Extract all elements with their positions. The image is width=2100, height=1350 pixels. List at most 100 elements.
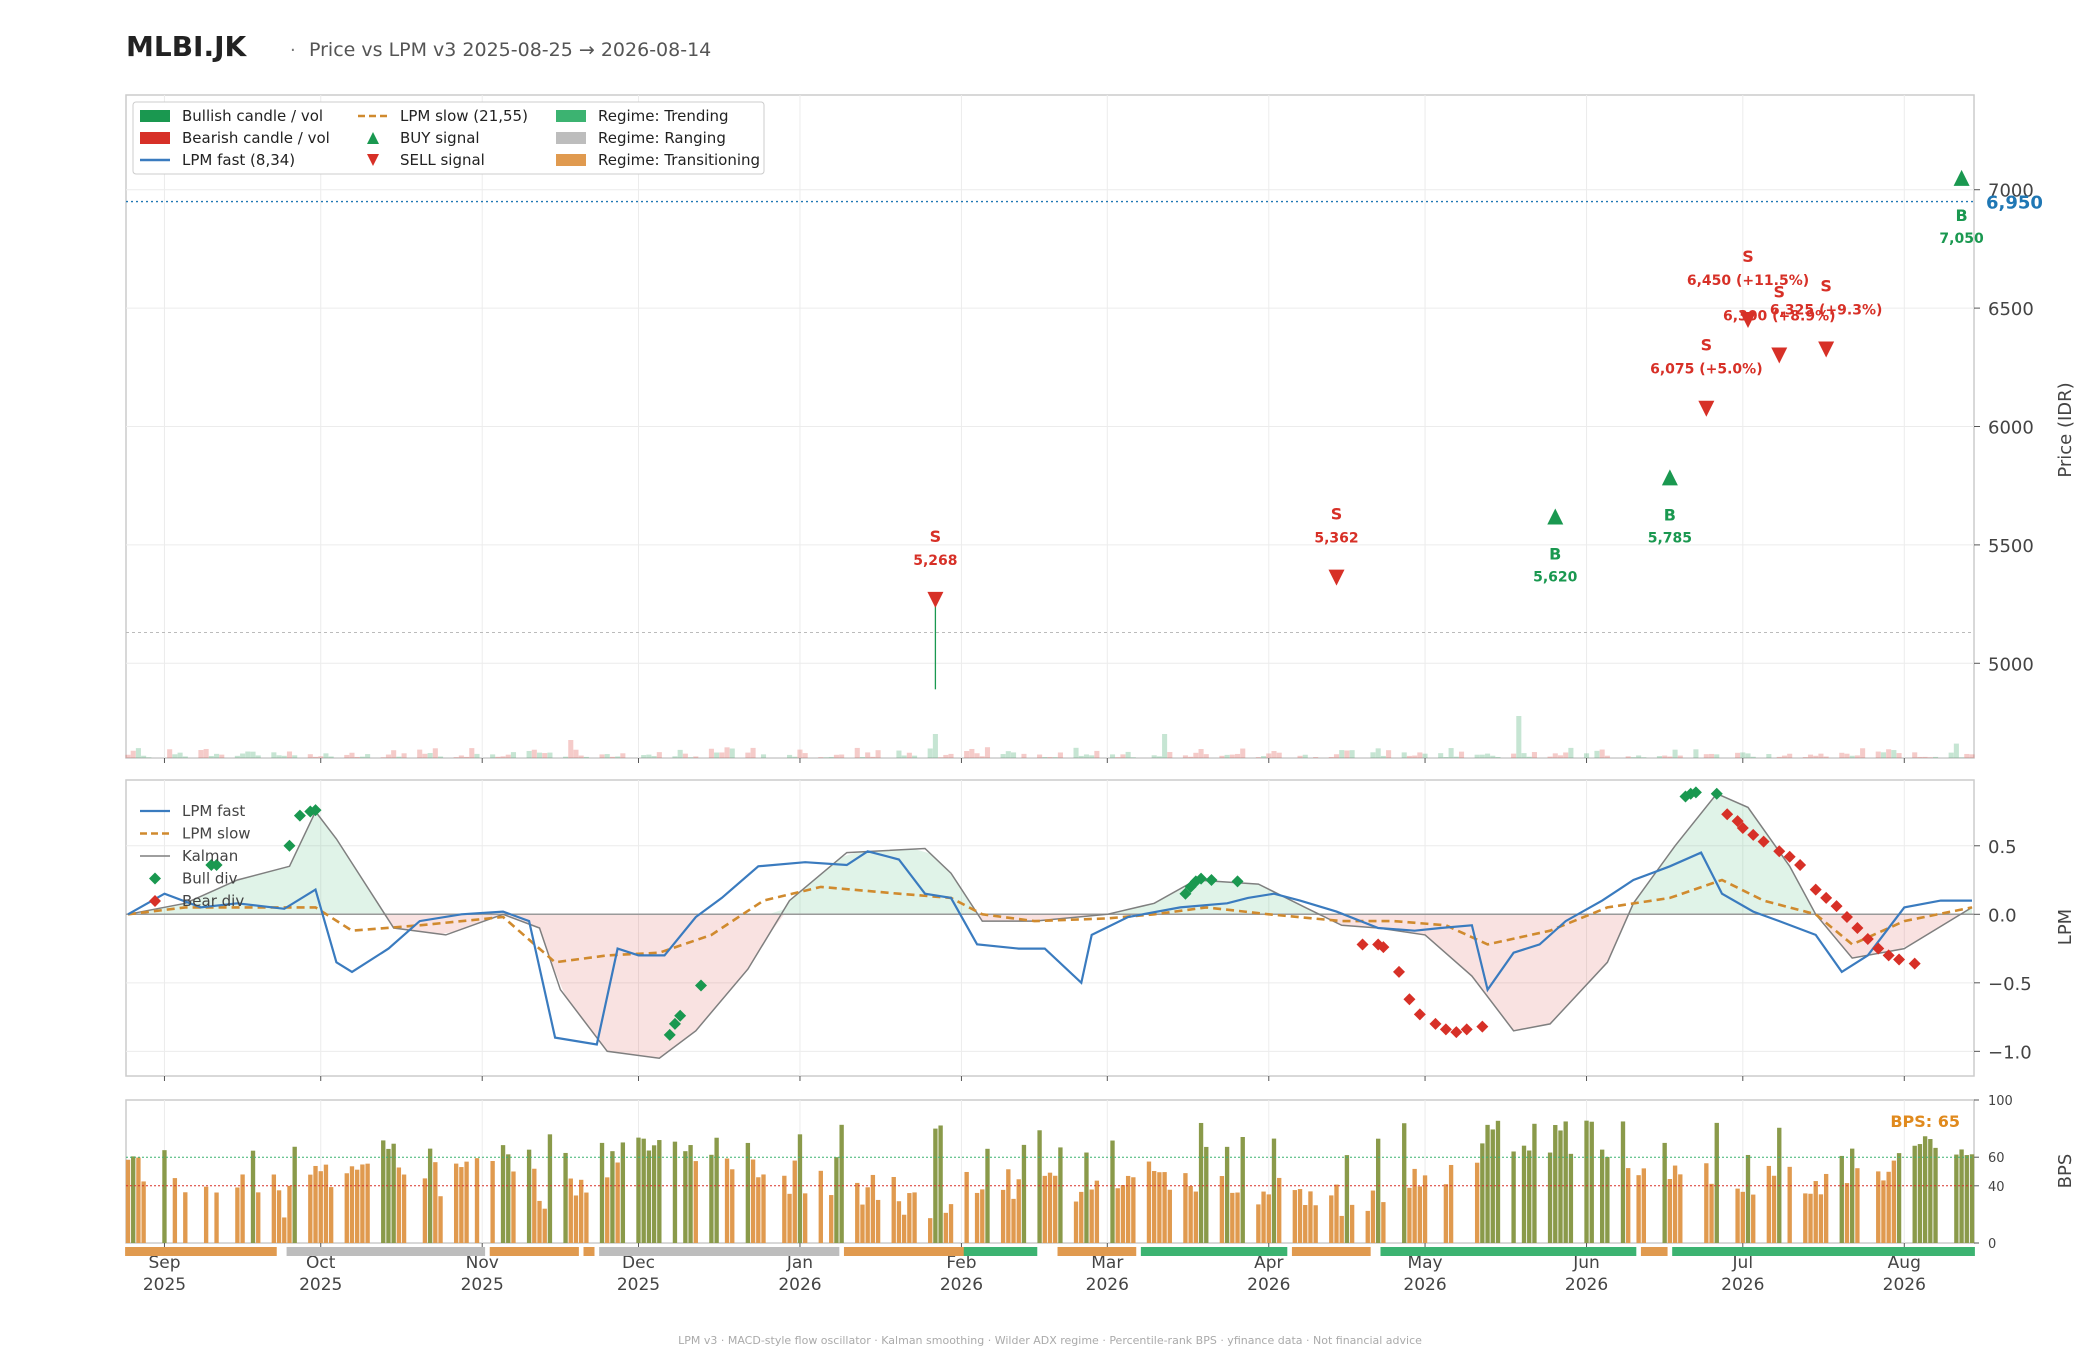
- volume-bar: [432, 748, 438, 758]
- bear-div-marker: [1830, 900, 1843, 913]
- volume-bar: [172, 754, 178, 758]
- bps-bar: [532, 1168, 537, 1243]
- volume-bar: [542, 753, 548, 758]
- x-tick-label-month: Dec: [622, 1253, 655, 1273]
- bps-bar: [1490, 1129, 1495, 1243]
- volume-bar: [1714, 754, 1720, 758]
- volume-bar: [823, 757, 829, 758]
- volume-bar: [1568, 747, 1574, 758]
- bps-bar: [896, 1201, 902, 1243]
- regime-segment-transitioning: [1057, 1247, 1137, 1256]
- bps-bar: [1313, 1205, 1318, 1243]
- volume-bar: [312, 756, 319, 758]
- sell-signal-label: 6,075 (+5.0%): [1650, 362, 1763, 378]
- buy-signal-letter: B: [1549, 544, 1561, 563]
- bps-bar: [1219, 1176, 1225, 1243]
- buy-signal-label: 7,050: [1939, 231, 1984, 247]
- volume-bar: [547, 752, 553, 758]
- bps-bar: [500, 1145, 506, 1243]
- bear-div-marker: [1356, 938, 1369, 951]
- bear-div-marker: [1809, 883, 1822, 896]
- bps-bar: [855, 1182, 860, 1243]
- bull-div-marker: [293, 809, 306, 822]
- volume-bar: [859, 757, 866, 758]
- bps-bar: [1339, 1215, 1344, 1243]
- volume-bar: [1667, 756, 1673, 758]
- bear-div-marker: [1476, 1020, 1489, 1033]
- volume-bar: [380, 757, 386, 758]
- bps-bar: [1636, 1175, 1641, 1243]
- volume-bar: [245, 751, 251, 758]
- volume-bar: [651, 756, 657, 758]
- bps-bar: [573, 1195, 579, 1243]
- bear-div-marker: [1736, 821, 1749, 834]
- bull-div-marker: [663, 1028, 676, 1041]
- bps-bar: [360, 1164, 365, 1243]
- volume-bar: [1083, 754, 1089, 758]
- bps-bar: [1641, 1168, 1647, 1243]
- sell-signal-letter: S: [930, 527, 942, 546]
- bps-bar: [724, 1158, 730, 1243]
- volume-bar: [490, 754, 496, 758]
- volume-bar: [344, 754, 350, 758]
- bps-bar: [355, 1169, 360, 1243]
- kalman-positive-fill: [128, 793, 1972, 915]
- bps-bar: [1521, 1145, 1527, 1243]
- sell-signal-label: 6,450 (+11.5%): [1687, 273, 1809, 289]
- osc-legend-label-bull: Bull div: [182, 870, 238, 888]
- volume-bar: [646, 754, 652, 758]
- volume-bar: [1750, 756, 1756, 758]
- bps-bar: [1876, 1171, 1881, 1243]
- volume-bar: [719, 752, 725, 758]
- volume-bar: [896, 750, 902, 758]
- volume-bar: [318, 756, 324, 758]
- kalman-line: [127, 792, 1973, 1059]
- bps-bar: [1292, 1190, 1297, 1243]
- volume-bar: [1203, 754, 1209, 758]
- volume-bar: [1386, 750, 1392, 758]
- bps-bar: [870, 1174, 876, 1243]
- legend-label-trending: Regime: Trending: [598, 107, 729, 125]
- volume-bar: [1787, 753, 1793, 758]
- bps-bar: [839, 1124, 844, 1243]
- bps-bar: [865, 1187, 870, 1243]
- bps-bar: [1198, 1122, 1204, 1243]
- bps-bar: [1896, 1153, 1902, 1243]
- bps-bar: [1714, 1122, 1719, 1243]
- legend-swatch-trending: [556, 110, 586, 122]
- sell-signal-letter: S: [1331, 505, 1343, 524]
- volume-bar: [901, 755, 907, 758]
- volume-bar: [578, 755, 584, 758]
- bps-bar: [1954, 1154, 1959, 1243]
- volume-bar: [693, 756, 699, 758]
- volume-bar: [599, 754, 605, 758]
- bps-bar: [427, 1148, 433, 1243]
- legend-label-buy: BUY signal: [400, 129, 480, 147]
- volume-bar: [1417, 752, 1423, 758]
- volume-bar: [438, 756, 444, 758]
- x-tick-label-month: May: [1407, 1253, 1442, 1273]
- bps-bar: [1917, 1144, 1923, 1243]
- volume-bar: [286, 751, 293, 758]
- volume-bar: [1474, 754, 1480, 758]
- volume-bar: [854, 747, 860, 758]
- bps-bar: [750, 1159, 756, 1243]
- x-tick-label-year: 2026: [778, 1275, 821, 1295]
- sell-signal-marker: [1740, 311, 1757, 328]
- volume-bar: [1563, 752, 1569, 758]
- volume-bar: [469, 748, 475, 758]
- sell-signal-letter: S: [1701, 336, 1713, 355]
- volume-bar: [1313, 757, 1319, 758]
- bear-div-marker: [1908, 957, 1921, 970]
- bps-bar: [1224, 1146, 1230, 1243]
- bps-bar: [1006, 1169, 1011, 1243]
- bear-div-marker: [1460, 1023, 1473, 1036]
- volume-bar: [573, 749, 579, 758]
- volume-bar: [932, 734, 938, 758]
- volume-bar: [531, 749, 537, 758]
- volume-bar: [708, 748, 714, 758]
- bps-bar: [834, 1157, 839, 1243]
- bps-bar: [1146, 1161, 1152, 1243]
- bps-bar: [714, 1137, 719, 1243]
- bull-div-marker: [668, 1017, 681, 1030]
